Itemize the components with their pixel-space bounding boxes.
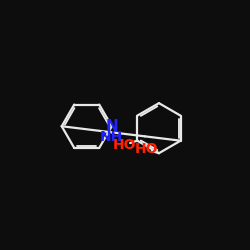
Text: N: N <box>106 119 118 134</box>
Text: HO: HO <box>135 142 158 156</box>
Text: HO: HO <box>113 138 136 152</box>
Text: NH: NH <box>100 130 123 143</box>
